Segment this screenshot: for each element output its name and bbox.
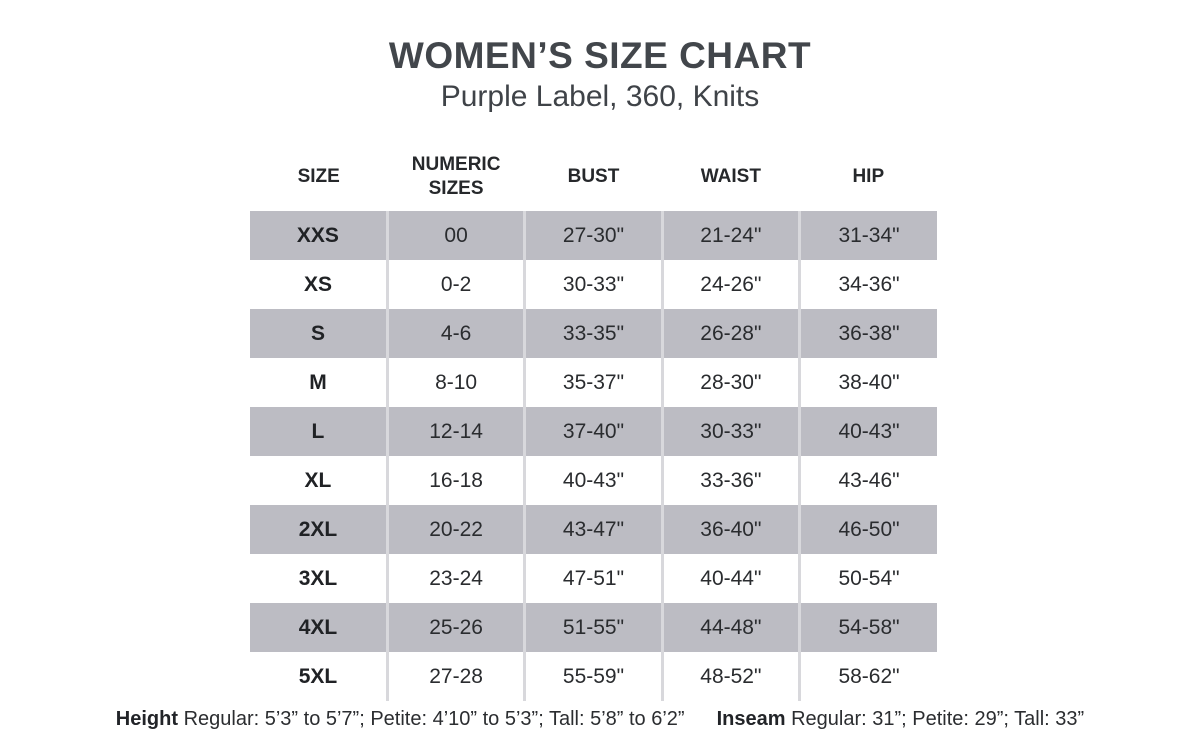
header-row: SIZE NUMERIC SIZES BUST WAIST HIP — [250, 143, 937, 211]
table-cell: 36-38" — [798, 309, 937, 358]
size-chart-table: SIZE NUMERIC SIZES BUST WAIST HIP XXS 00… — [250, 143, 937, 701]
table-cell: 34-36" — [798, 260, 937, 309]
table-cell: 43-46" — [798, 456, 937, 505]
table-cell: 46-50" — [798, 505, 937, 554]
table-cell: 30-33" — [523, 260, 663, 309]
table-cell: 55-59" — [523, 652, 663, 701]
table-cell: 40-43" — [523, 456, 663, 505]
table-header: SIZE NUMERIC SIZES BUST WAIST HIP — [250, 143, 937, 211]
table-cell: 20-22 — [385, 505, 525, 554]
table-cell: 33-35" — [523, 309, 663, 358]
table-row-2xl: 2XL 20-22 43-47" 36-40" 46-50" — [250, 505, 937, 554]
table-cell: 30-33" — [660, 407, 800, 456]
table-cell: 12-14 — [385, 407, 525, 456]
table-cell: 36-40" — [660, 505, 800, 554]
column-header-size: SIZE — [250, 143, 388, 211]
table-cell: 27-30" — [523, 211, 663, 260]
table-cell: 5XL — [250, 652, 388, 701]
table-cell: XXS — [250, 211, 388, 260]
table-cell: 16-18 — [385, 456, 525, 505]
table-row-4xl: 4XL 25-26 51-55" 44-48" 54-58" — [250, 603, 937, 652]
table-cell: 26-28" — [660, 309, 800, 358]
table-cell: 40-43" — [798, 407, 937, 456]
page-subtitle: Purple Label, 360, Knits — [440, 80, 760, 113]
table-row-xxs: XXS 00 27-30" 21-24" 31-34" — [250, 211, 937, 260]
table-cell: 4-6 — [385, 309, 525, 358]
height-note: Height Regular: 5’3” to 5’7”; Petite: 4’… — [116, 706, 685, 732]
table-cell: 0-2 — [385, 260, 525, 309]
height-note-text: Regular: 5’3” to 5’7”; Petite: 4’10” to … — [178, 708, 685, 730]
table-cell: 33-36" — [660, 456, 800, 505]
inseam-note: Inseam Regular: 31”; Petite: 29”; Tall: … — [717, 706, 1085, 732]
table-cell: 48-52" — [660, 652, 800, 701]
table-cell: 2XL — [250, 505, 388, 554]
table-cell: 3XL — [250, 554, 388, 603]
table-cell: 21-24" — [660, 211, 800, 260]
table-cell: L — [250, 407, 388, 456]
column-header-waist: WAIST — [662, 143, 800, 211]
table-cell: 58-62" — [798, 652, 937, 701]
table-cell: 27-28 — [385, 652, 525, 701]
table-cell: 43-47" — [523, 505, 663, 554]
table-cell: 23-24 — [385, 554, 525, 603]
page-title: WOMEN’S SIZE CHART — [388, 35, 812, 76]
table-cell: XL — [250, 456, 388, 505]
column-header-hip: HIP — [799, 143, 937, 211]
inseam-note-text: Regular: 31”; Petite: 29”; Tall: 33” — [785, 708, 1085, 730]
table-cell: XS — [250, 260, 388, 309]
height-note-label: Height — [115, 708, 179, 730]
table-cell: M — [250, 358, 388, 407]
table-row-5xl: 5XL 27-28 55-59" 48-52" 58-62" — [250, 652, 937, 701]
table-row-xl: XL 16-18 40-43" 33-36" 43-46" — [250, 456, 937, 505]
column-header-bust: BUST — [524, 143, 663, 211]
table-cell: 50-54" — [798, 554, 937, 603]
table-cell: 54-58" — [798, 603, 937, 652]
table-cell: 31-34" — [798, 211, 937, 260]
table-cell: 40-44" — [660, 554, 800, 603]
table-cell: 00 — [385, 211, 525, 260]
table-cell: 44-48" — [660, 603, 800, 652]
table-body: XXS 00 27-30" 21-24" 31-34" XS 0-2 30-33… — [250, 211, 937, 701]
table-cell: 8-10 — [385, 358, 525, 407]
table-cell: 28-30" — [660, 358, 800, 407]
table-cell: 35-37" — [523, 358, 663, 407]
table-row-xs: XS 0-2 30-33" 24-26" 34-36" — [250, 260, 937, 309]
table-cell: 51-55" — [523, 603, 663, 652]
table-cell: S — [250, 309, 388, 358]
table-cell: 4XL — [250, 603, 388, 652]
column-header-numeric-sizes: NUMERIC SIZES — [387, 143, 525, 211]
table-cell: 24-26" — [660, 260, 800, 309]
table-cell: 25-26 — [385, 603, 525, 652]
table-row-l: L 12-14 37-40" 30-33" 40-43" — [250, 407, 937, 456]
table-row-3xl: 3XL 23-24 47-51" 40-44" 50-54" — [250, 554, 937, 603]
table-cell: 37-40" — [523, 407, 663, 456]
table-cell: 47-51" — [523, 554, 663, 603]
footnotes: Height Regular: 5’3” to 5’7”; Petite: 4’… — [0, 706, 1200, 732]
table-row-m: M 8-10 35-37" 28-30" 38-40" — [250, 358, 937, 407]
table-row-s: S 4-6 33-35" 26-28" 36-38" — [250, 309, 937, 358]
inseam-note-label: Inseam — [716, 708, 786, 730]
table-cell: 38-40" — [798, 358, 937, 407]
